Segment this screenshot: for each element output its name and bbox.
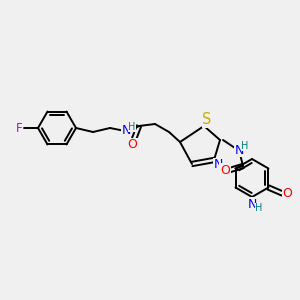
Text: S: S xyxy=(202,112,212,128)
Text: N: N xyxy=(121,124,131,137)
Text: H: H xyxy=(241,141,249,151)
Text: O: O xyxy=(283,187,292,200)
Text: H: H xyxy=(255,203,263,213)
Text: N: N xyxy=(213,158,223,172)
Text: O: O xyxy=(127,139,137,152)
Text: H: H xyxy=(128,122,136,132)
Text: N: N xyxy=(247,197,257,211)
Text: F: F xyxy=(16,122,22,134)
Text: N: N xyxy=(234,143,244,157)
Text: O: O xyxy=(220,164,230,176)
